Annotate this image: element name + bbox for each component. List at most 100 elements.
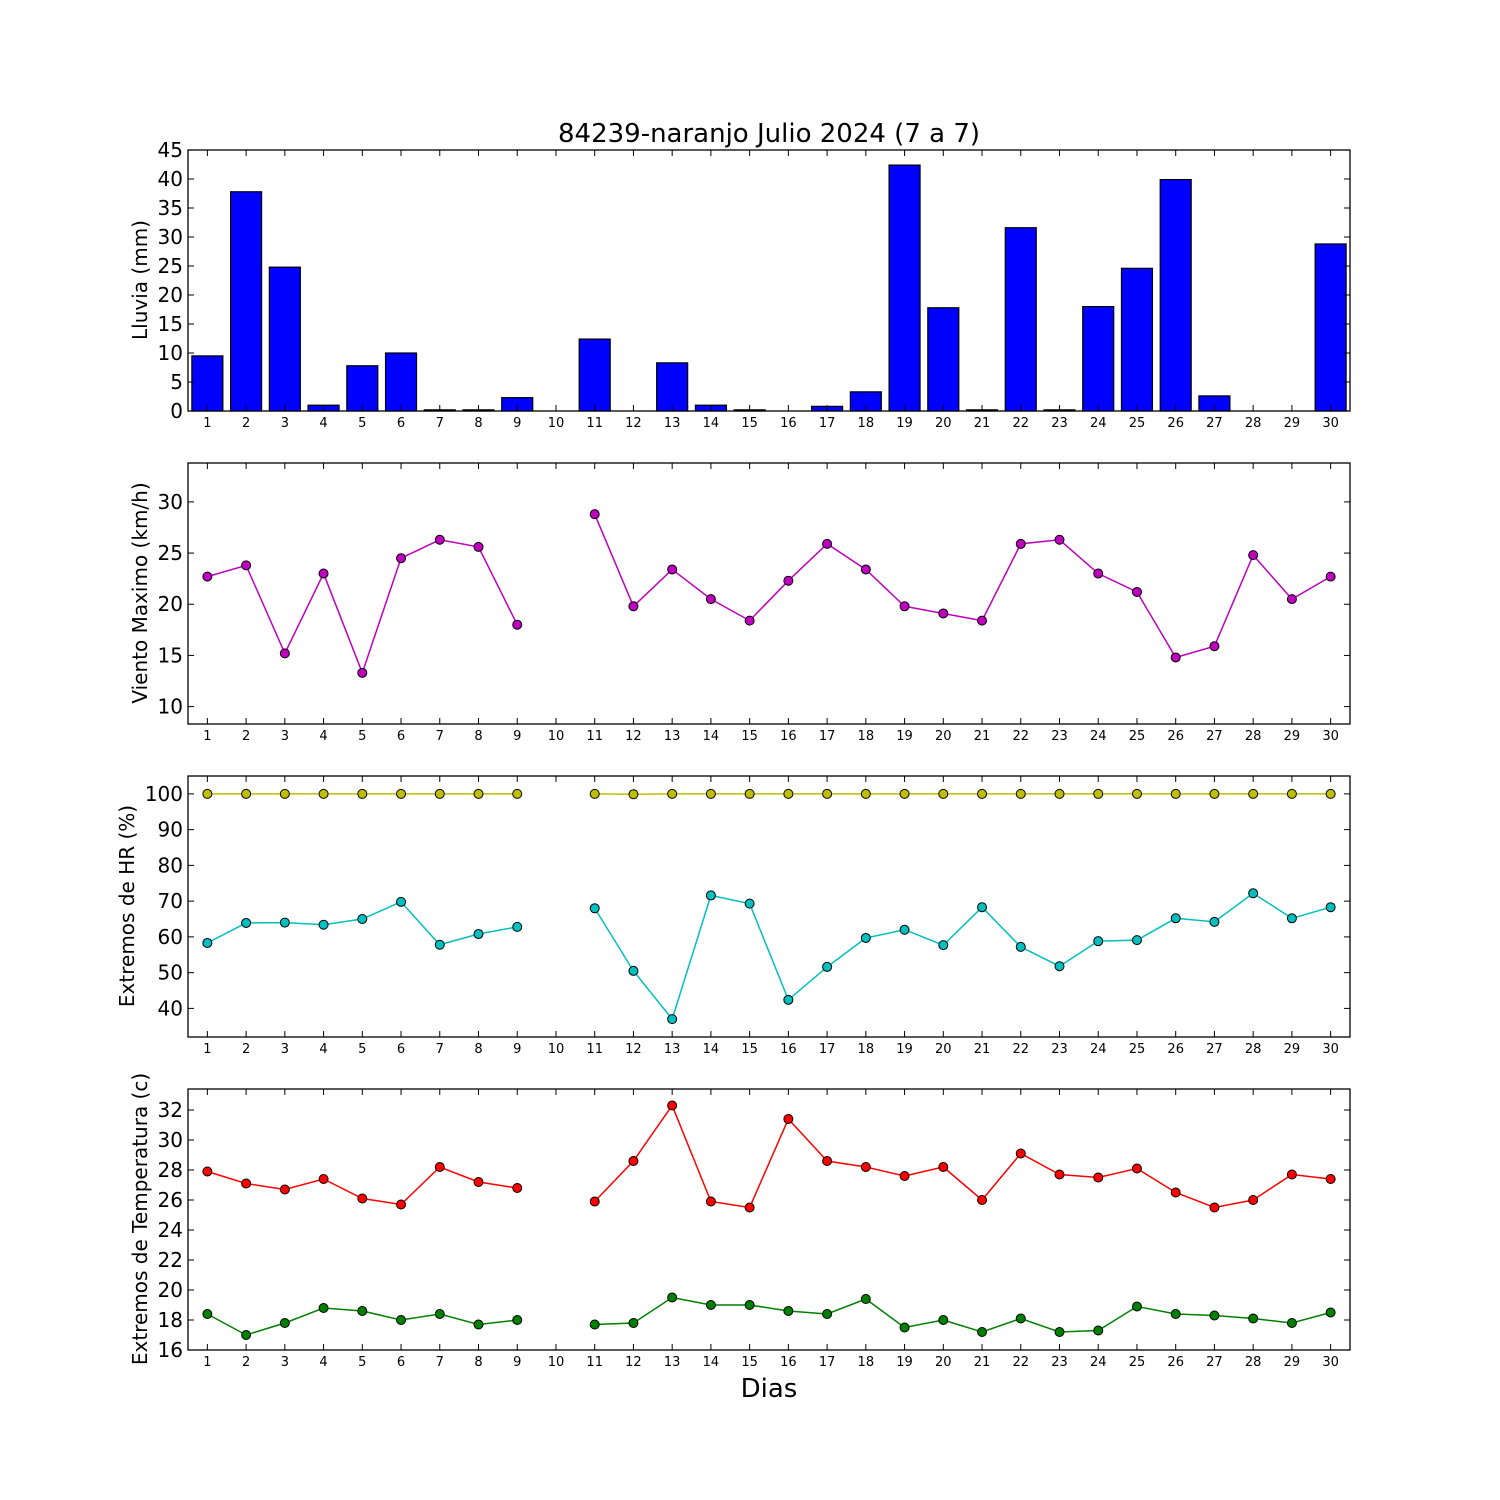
- data-point: [1015, 538, 1026, 549]
- x-tick-label: 19: [896, 729, 913, 744]
- x-tick-label: 3: [281, 1355, 289, 1370]
- data-point: [667, 1100, 678, 1111]
- data-point: [1054, 534, 1065, 545]
- x-tick-label: 14: [703, 1355, 720, 1370]
- x-tick-label: 2: [242, 416, 250, 431]
- x-tick-label: 23: [1051, 1355, 1068, 1370]
- data-point: [628, 789, 639, 800]
- x-tick-label: 15: [741, 729, 758, 744]
- x-tick-label: 29: [1284, 416, 1301, 431]
- data-point: [1248, 788, 1259, 799]
- x-tick-label: 8: [474, 729, 482, 744]
- x-tick-label: 12: [625, 1355, 642, 1370]
- data-point: [1015, 788, 1026, 799]
- x-tick-label: 21: [974, 1042, 991, 1057]
- x-tick-label: 4: [319, 416, 327, 431]
- data-point: [977, 1327, 988, 1337]
- x-tick-label: 3: [281, 1042, 289, 1057]
- data-point: [473, 1319, 484, 1330]
- data-point: [1093, 568, 1104, 579]
- data-point: [1170, 652, 1181, 663]
- data-point: [822, 1156, 833, 1166]
- series-line: [594, 892, 1331, 1021]
- x-tick-label: 18: [858, 729, 875, 744]
- x-tick-label: 17: [819, 729, 836, 744]
- y-tick-label: 35: [158, 196, 183, 220]
- x-tick-label: 10: [548, 729, 565, 744]
- data-point: [1286, 913, 1297, 924]
- data-point: [434, 534, 445, 545]
- x-tick-label: 6: [397, 729, 405, 744]
- x-tick-label: 5: [358, 1042, 366, 1057]
- x-tick-label: 7: [436, 729, 444, 744]
- x-tick-label: 6: [397, 1042, 405, 1057]
- data-point: [357, 667, 368, 678]
- x-tick-label: 29: [1284, 1355, 1301, 1370]
- x-tick-label: 5: [358, 729, 366, 744]
- x-tick-label: 4: [319, 1042, 327, 1057]
- marks-wind: [202, 509, 1336, 678]
- data-point: [279, 788, 290, 799]
- x-tick-label: 1: [203, 1042, 211, 1057]
- data-point: [512, 1183, 523, 1193]
- x-tick-label: 21: [974, 729, 991, 744]
- x-tick-label: 22: [1012, 729, 1029, 744]
- bar: [578, 338, 611, 412]
- x-tick-label: 24: [1090, 729, 1107, 744]
- y-axis-label-temperature: Extremos de Temperatura (c): [128, 1073, 152, 1365]
- x-tick-label: 13: [664, 416, 681, 431]
- data-point: [705, 1196, 716, 1207]
- data-point: [473, 788, 484, 799]
- data-point: [1093, 936, 1104, 947]
- data-point: [1248, 1195, 1259, 1205]
- y-tick-label: 40: [158, 167, 183, 191]
- data-point: [705, 594, 716, 605]
- data-point: [1170, 788, 1181, 799]
- data-point: [1248, 1313, 1259, 1324]
- x-tick-label: 6: [397, 416, 405, 431]
- x-tick-label: 11: [586, 729, 603, 744]
- x-tick-label: 1: [203, 729, 211, 744]
- data-point: [822, 1309, 833, 1319]
- x-tick-label: 23: [1051, 729, 1068, 744]
- marks-rainfall: [191, 164, 1347, 412]
- data-point: [279, 1318, 290, 1328]
- data-point: [744, 788, 755, 799]
- x-tick-label: 8: [474, 416, 482, 431]
- series-line: [207, 538, 518, 676]
- data-point: [241, 917, 252, 928]
- data-point: [783, 1114, 794, 1124]
- x-tick-label: 3: [281, 416, 289, 431]
- data-point: [512, 619, 523, 630]
- bar: [927, 307, 960, 412]
- data-point: [783, 1306, 794, 1316]
- x-tick-label: 23: [1051, 1042, 1068, 1057]
- x-tick-label: 17: [819, 1042, 836, 1057]
- x-tick-label: 29: [1284, 729, 1301, 744]
- data-point: [434, 788, 445, 799]
- x-tick-label: 16: [780, 1355, 797, 1370]
- x-tick-label: 8: [474, 1042, 482, 1057]
- x-tick-label: 10: [548, 1355, 565, 1370]
- bar: [1082, 306, 1115, 412]
- x-tick-label: 8: [474, 1355, 482, 1370]
- x-tick-label: 18: [858, 1042, 875, 1057]
- y-axis-label-humidity: Extremos de HR (%): [115, 805, 139, 1007]
- data-point: [899, 788, 910, 799]
- x-tick-label: 10: [548, 416, 565, 431]
- y-tick-label: 20: [158, 283, 183, 307]
- y-tick-label: 25: [158, 541, 183, 565]
- data-point: [434, 939, 445, 950]
- series-line: [594, 1103, 1331, 1209]
- bar: [230, 191, 263, 412]
- data-point: [396, 788, 407, 799]
- x-tick-label: 27: [1206, 1042, 1223, 1057]
- data-point: [1131, 1163, 1142, 1174]
- marks-temperature: [202, 1100, 1336, 1340]
- y-tick-label: 26: [158, 1188, 183, 1212]
- data-point: [860, 932, 871, 943]
- x-tick-label: 18: [858, 416, 875, 431]
- data-point: [396, 1315, 407, 1325]
- x-tick-label: 2: [242, 729, 250, 744]
